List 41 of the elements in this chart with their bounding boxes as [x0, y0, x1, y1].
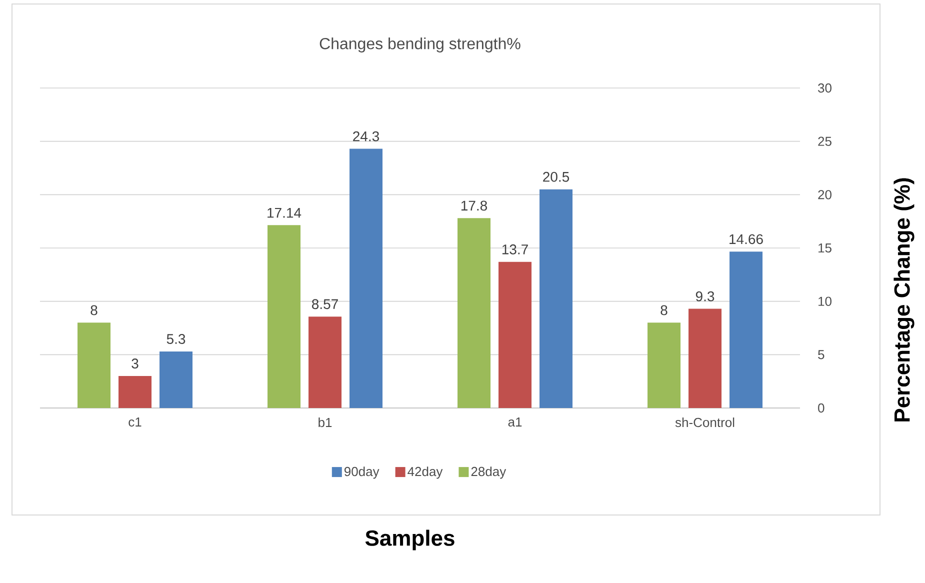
- data-label: 13.7: [502, 244, 528, 254]
- bar: [350, 148, 383, 408]
- data-label: 8.57: [312, 299, 338, 310]
- data-label: 3: [132, 358, 138, 368]
- bar: [730, 252, 763, 408]
- y-tick-label: 25: [818, 136, 832, 146]
- y-tick-label: 30: [818, 83, 832, 93]
- y-tick-label: 15: [818, 243, 832, 253]
- data-label: 8: [90, 305, 98, 316]
- bar: [160, 351, 193, 408]
- bar: [308, 316, 342, 408]
- x-tick-label: b1: [318, 418, 332, 428]
- legend-label: 42day: [408, 466, 443, 479]
- data-label: 17.8: [461, 200, 488, 211]
- data-label: 8: [660, 305, 668, 316]
- data-label: 20.5: [543, 172, 570, 182]
- bar: [688, 308, 722, 408]
- data-label: 24.3: [353, 131, 380, 142]
- x-tick-label: sh-Control: [675, 418, 734, 428]
- bar: [458, 218, 491, 408]
- bar: [268, 225, 301, 408]
- data-label: 17.14: [268, 208, 302, 218]
- bar: [498, 262, 532, 408]
- x-axis-title: Samples: [365, 530, 454, 550]
- x-tick-label: c1: [128, 418, 142, 427]
- data-label: 5.3: [166, 334, 186, 344]
- data-label: 9.3: [696, 291, 714, 302]
- y-tick-label: 5: [818, 350, 824, 360]
- legend-label: 28day: [471, 466, 506, 479]
- chart-title: Changes bending strength%: [320, 38, 520, 52]
- bar: [118, 376, 152, 408]
- y-tick-label: 20: [818, 190, 832, 200]
- bar: [78, 322, 111, 408]
- y-tick-label: 10: [818, 296, 832, 306]
- bar: [648, 322, 681, 408]
- y-tick-label: 0: [818, 403, 824, 413]
- data-label: 14.66: [730, 234, 763, 244]
- bar: [540, 189, 573, 408]
- x-tick-label: a1: [508, 418, 522, 427]
- legend-label: 90day: [344, 466, 380, 479]
- y-axis-title: Percentage Change (%): [894, 178, 914, 422]
